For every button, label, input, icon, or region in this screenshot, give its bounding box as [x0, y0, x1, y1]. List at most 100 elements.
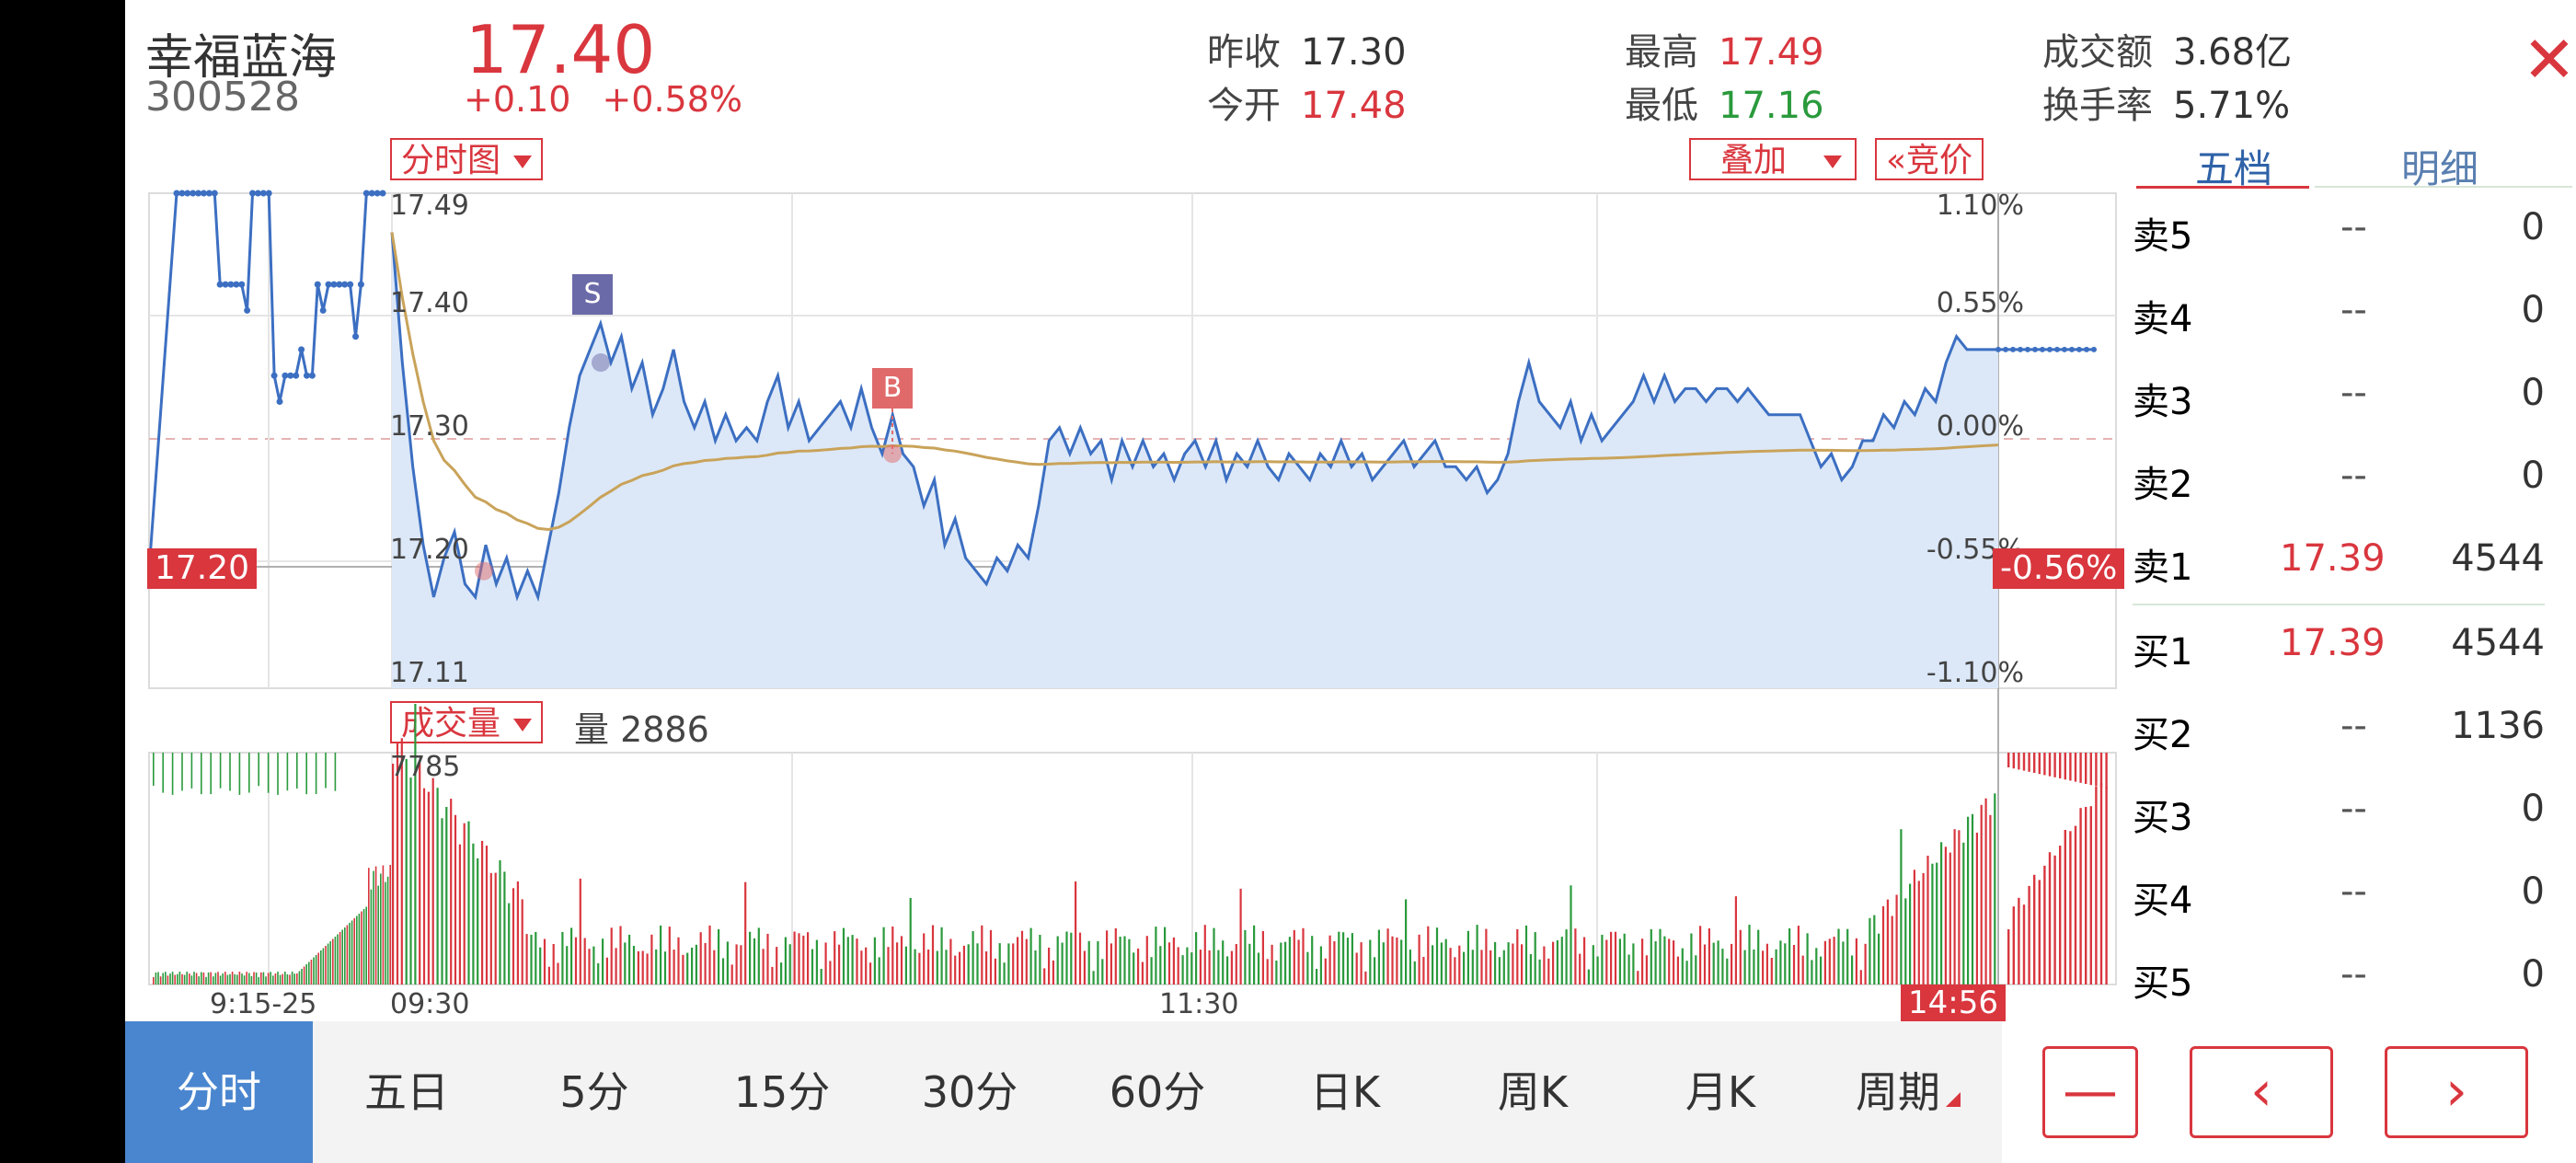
volume-bar: [1110, 943, 1112, 985]
ask-row[interactable]: 卖5 -- 0: [2133, 188, 2545, 271]
close-icon[interactable]: ✕: [2522, 22, 2576, 98]
auction-volume-bar: [317, 952, 319, 985]
volume-bar: [981, 925, 983, 985]
volume-bar: [1075, 881, 1077, 985]
period-tab-30min[interactable]: 30分: [921, 1067, 1018, 1117]
volume-bar: [431, 777, 434, 985]
volume-bar: [1396, 937, 1398, 985]
volume-bar: [1828, 938, 1831, 985]
volume-bar: [1413, 961, 1416, 985]
volume-bar: [516, 881, 519, 985]
volume-bar: [1788, 928, 1791, 985]
volume-bar: [405, 758, 408, 985]
auction-volume-bar: [329, 941, 331, 985]
sell-point-marker: [592, 353, 610, 373]
volume-bar: [592, 946, 595, 985]
stat-value: 3.68亿: [2173, 31, 2293, 74]
volume-bar: [1753, 950, 1755, 985]
price-tick: 17.49: [390, 190, 469, 222]
volume-bar: [1070, 932, 1073, 985]
auction-volume-bar: [332, 938, 334, 985]
auction-volume-bar: [226, 974, 229, 985]
period-tab-more[interactable]: 周期: [1814, 1021, 2002, 1163]
volume-bar: [721, 958, 725, 985]
dropdown-arrow-icon: [513, 719, 533, 731]
after-hours-volume-bar: [2099, 783, 2103, 985]
volume-bar: [882, 927, 885, 985]
volume-bar: [838, 944, 841, 985]
auction-point: [352, 333, 360, 340]
ask-row[interactable]: 卖1 17.39 4544: [2133, 519, 2545, 602]
bid-row[interactable]: 买2 -- 1136: [2133, 686, 2545, 769]
pct-tick: -1.10%: [1926, 657, 2024, 689]
ask-row[interactable]: 卖4 -- 0: [2133, 271, 2545, 353]
volume-bar: [1601, 934, 1604, 985]
tab-details[interactable]: 明细: [2401, 146, 2479, 191]
bid-row[interactable]: 买1 17.39 4544: [2133, 604, 2545, 686]
tab-five-levels[interactable]: 五档: [2195, 146, 2273, 191]
auction-point: [178, 190, 186, 197]
after-hours-top-bar: [2099, 753, 2103, 788]
stat-value: 5.71%: [2173, 85, 2291, 127]
price-tick: 17.20: [390, 534, 469, 566]
ask-row[interactable]: 卖3 -- 0: [2133, 353, 2545, 436]
volume-bar: [1476, 925, 1478, 985]
volume-bar: [655, 949, 658, 985]
volume-bar: [834, 931, 836, 985]
period-tab-15min[interactable]: 15分: [733, 1067, 831, 1117]
auction-point: [308, 372, 316, 379]
period-tab-five-day[interactable]: 五日: [364, 1067, 449, 1117]
volume-bar: [1213, 927, 1215, 985]
after-hours-top-bar: [2085, 753, 2087, 784]
level-price: --: [2340, 788, 2367, 830]
volume-bar: [1485, 928, 1488, 985]
period-tab-5min[interactable]: 5分: [559, 1067, 629, 1117]
auction-point: [298, 346, 305, 353]
auction-volume-bar: [308, 961, 310, 985]
zoom-out-button[interactable]: —: [2042, 1046, 2138, 1138]
buy-marker[interactable]: B: [872, 368, 913, 409]
period-tab-daily[interactable]: 日K: [1309, 1067, 1381, 1117]
volume-bar: [1427, 926, 1430, 985]
volume-bar: [985, 951, 988, 985]
prev-icon[interactable]: ‹: [2190, 1046, 2333, 1138]
auction-point: [303, 372, 310, 379]
after-hours-volume-bar: [2022, 904, 2026, 985]
period-tab-60min[interactable]: 60分: [1109, 1067, 1206, 1117]
volume-bar: [1784, 943, 1787, 985]
auction-price-line: [147, 191, 383, 571]
volume-bar: [1222, 940, 1225, 985]
period-tab-monthly[interactable]: 月K: [1685, 1067, 1756, 1117]
bid-row[interactable]: 买5 -- 0: [2133, 935, 2545, 1018]
volume-bar: [726, 941, 729, 985]
volume-bar: [530, 934, 533, 985]
after-hours-volume-bar: [2105, 787, 2108, 985]
intraday-chart[interactable]: [125, 0, 2576, 1021]
bid-row[interactable]: 买3 -- 0: [2133, 769, 2545, 852]
volume-bar: [1226, 956, 1229, 985]
auction-button[interactable]: «竞价: [1875, 138, 1984, 180]
volume-bar: [663, 951, 667, 985]
period-tab-weekly[interactable]: 周K: [1497, 1067, 1569, 1117]
volume-bar: [1199, 950, 1202, 985]
volume-bar: [561, 931, 564, 985]
volume-bar: [450, 799, 453, 985]
next-icon[interactable]: ›: [2385, 1046, 2528, 1138]
volume-bar: [1333, 941, 1336, 985]
volume-bar: [1618, 938, 1621, 985]
auction-volume-bar: [305, 964, 307, 985]
bid-row[interactable]: 买4 -- 0: [2133, 852, 2545, 935]
volume-bar: [936, 950, 938, 985]
volume-bar: [918, 952, 921, 985]
period-tab-intraday[interactable]: 分时: [125, 1021, 313, 1163]
volume-bar: [1311, 936, 1314, 985]
volume-bar: [1114, 927, 1117, 985]
volume-bar: [445, 807, 448, 985]
price-line: [390, 232, 1998, 603]
overlay-dropdown[interactable]: 叠加: [1689, 138, 1857, 180]
ask-row[interactable]: 卖2 -- 0: [2133, 436, 2545, 519]
sell-marker[interactable]: S: [572, 274, 613, 315]
chart-type-dropdown[interactable]: 分时图: [390, 138, 544, 180]
volume-bar: [1944, 846, 1947, 985]
volume-bar: [1936, 862, 1938, 985]
